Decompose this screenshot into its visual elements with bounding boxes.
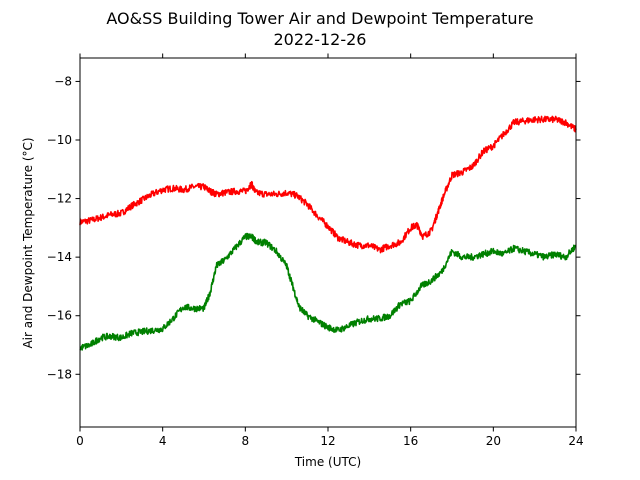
series-line-2 [79,232,577,351]
y-tick-label--12: −12 [47,192,72,206]
x-axis-label: Time (UTC) [294,455,361,469]
x-axis: 0 4 8 12 16 20 24 [76,53,584,448]
y-axis-label: Air and Dewpoint Temperature (°C) [21,137,35,348]
plot-frame [79,57,577,428]
x-tick-label-16: 16 [403,434,418,448]
chart-subtitle: 2022-12-26 [274,30,367,49]
chart-title: AO&SS Building Tower Air and Dewpoint Te… [106,9,533,28]
y-tick-label--10: −10 [47,133,72,147]
y-tick-label--16: −16 [47,309,72,323]
x-tick-label-8: 8 [242,434,250,448]
series-line-1 [79,115,577,254]
x-tick-label-12: 12 [320,434,335,448]
y-tick-label--18: −18 [47,367,72,381]
series-layer [79,115,577,351]
y-axis: −18 −16 −14 −12 −10 −8 [47,74,581,381]
x-tick-label-20: 20 [486,434,501,448]
plot-area [79,57,577,428]
x-tick-label-4: 4 [159,434,167,448]
y-tick-label--14: −14 [47,250,72,264]
x-tick-label-24: 24 [568,434,583,448]
y-tick-label--8: −8 [54,74,72,88]
x-tick-label-0: 0 [76,434,84,448]
